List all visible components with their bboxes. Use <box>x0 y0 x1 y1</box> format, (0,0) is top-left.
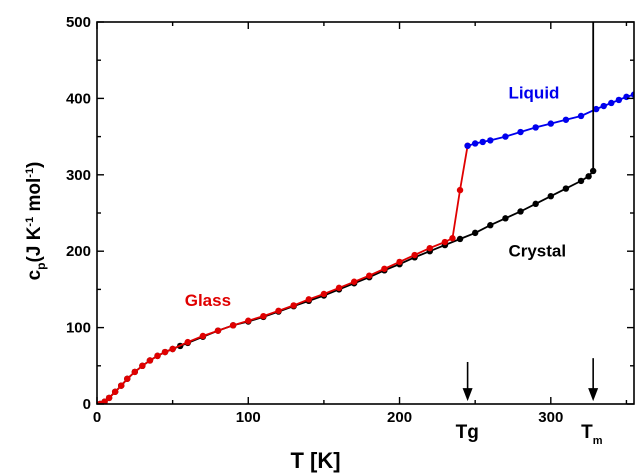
marker-arrow-head <box>588 388 599 402</box>
y-tick-label: 100 <box>66 320 91 337</box>
data-point-glass <box>105 394 113 402</box>
data-point-glass <box>111 388 119 395</box>
marker-label-0: Tg <box>456 422 479 443</box>
data-point-glass <box>381 265 388 272</box>
data-point-glass <box>199 332 207 340</box>
data-point-glass <box>139 362 146 369</box>
annotation-glass-label: Glass <box>185 291 231 310</box>
y-tick-label: 300 <box>66 167 91 184</box>
data-point-glass <box>169 345 176 353</box>
data-point-glass <box>350 278 358 285</box>
marker-arrow-head <box>462 388 473 402</box>
data-point-crystal <box>517 208 524 215</box>
data-point-glass <box>275 307 282 314</box>
data-point-liquid <box>615 96 623 104</box>
x-axis-title: T [K] <box>290 448 340 473</box>
data-point-glass <box>229 322 237 329</box>
data-point-glass <box>441 238 449 246</box>
data-point-glass <box>305 296 312 303</box>
data-point-glass <box>154 352 161 360</box>
data-point-liquid <box>608 99 615 107</box>
y-tick-label: 0 <box>83 396 91 413</box>
data-point-liquid <box>592 105 600 113</box>
data-point-liquid <box>471 140 479 147</box>
x-tick-label: 100 <box>236 409 261 426</box>
data-point-glass <box>118 382 125 389</box>
y-axis-title-mid: mol <box>24 178 45 217</box>
data-point-crystal <box>547 192 555 200</box>
data-point-glass <box>290 302 297 309</box>
data-point-glass <box>184 338 191 346</box>
data-point-glass <box>426 244 433 252</box>
data-point-liquid <box>623 93 630 101</box>
data-point-glass <box>146 357 154 364</box>
y-axis-title-paren: (J K <box>24 226 45 262</box>
y-axis-title-text: cp(J K-1 mol-1) <box>24 162 48 281</box>
data-point-crystal <box>585 173 592 180</box>
data-point-glass <box>335 284 343 292</box>
data-point-liquid <box>517 128 524 136</box>
data-point-glass <box>320 290 328 298</box>
data-point-glass <box>260 312 267 320</box>
y-tick-label: 200 <box>66 243 91 260</box>
data-point-liquid <box>464 142 471 149</box>
data-point-liquid <box>547 120 555 127</box>
y-axis-title-base: c <box>24 269 45 280</box>
x-tick-label: 0 <box>93 409 101 426</box>
data-point-glass <box>214 327 222 334</box>
data-point-liquid <box>487 137 494 144</box>
data-point-crystal <box>456 235 464 243</box>
marker-label-sub: m <box>593 435 603 447</box>
x-tick-label: 300 <box>538 409 563 426</box>
data-point-crystal <box>502 215 509 222</box>
axis-layer: 0 100 200 300 0 100 200 300 400 500 T [K] cp(J K-1 … <box>24 14 634 473</box>
annotation-layer: Liquid Glass Crystal Tg Tm <box>185 83 603 447</box>
y-tick-label: 400 <box>66 90 91 107</box>
data-point-liquid <box>479 138 486 146</box>
data-point-glass <box>396 258 403 266</box>
data-point-crystal <box>471 229 479 237</box>
annotation-crystal-label: Crystal <box>508 242 566 261</box>
plot-layer <box>97 22 634 404</box>
y-axis-title-sub: p <box>34 262 48 269</box>
data-point-glass <box>124 375 131 382</box>
marker-label-1: Tm <box>581 422 603 447</box>
y-axis-title-sup2: -1 <box>24 168 36 178</box>
series-line-crystal <box>99 170 594 404</box>
data-point-crystal <box>487 222 494 229</box>
data-point-glass <box>161 348 169 356</box>
data-point-liquid <box>600 102 607 110</box>
y-axis-title: cp(J K-1 mol-1) <box>24 162 48 281</box>
x-tick-label: 200 <box>387 409 412 426</box>
data-point-liquid <box>562 116 570 123</box>
marker-label-main: T <box>581 422 593 443</box>
data-point-glass <box>411 251 418 259</box>
data-point-crystal <box>562 185 570 192</box>
data-point-crystal <box>577 177 585 185</box>
series-line-liquid <box>467 93 634 147</box>
y-tick-label: 500 <box>66 14 91 31</box>
data-group <box>97 22 634 404</box>
data-point-glass <box>366 272 373 279</box>
data-point-liquid <box>532 124 539 131</box>
marker-label-main: Tg <box>456 422 479 443</box>
y-axis-title-close: ) <box>24 162 45 168</box>
y-axis-title-sup1: -1 <box>24 217 36 227</box>
data-point-glass <box>449 235 456 242</box>
series-line-glass <box>99 145 469 404</box>
data-point-liquid <box>502 133 509 140</box>
data-point-glass <box>101 398 108 404</box>
data-point-liquid <box>577 112 585 120</box>
data-point-crystal <box>532 200 539 208</box>
data-point-glass <box>245 317 252 324</box>
data-point-glass <box>456 186 464 194</box>
annotation-liquid-label: Liquid <box>508 83 559 102</box>
data-point-glass <box>131 368 139 376</box>
